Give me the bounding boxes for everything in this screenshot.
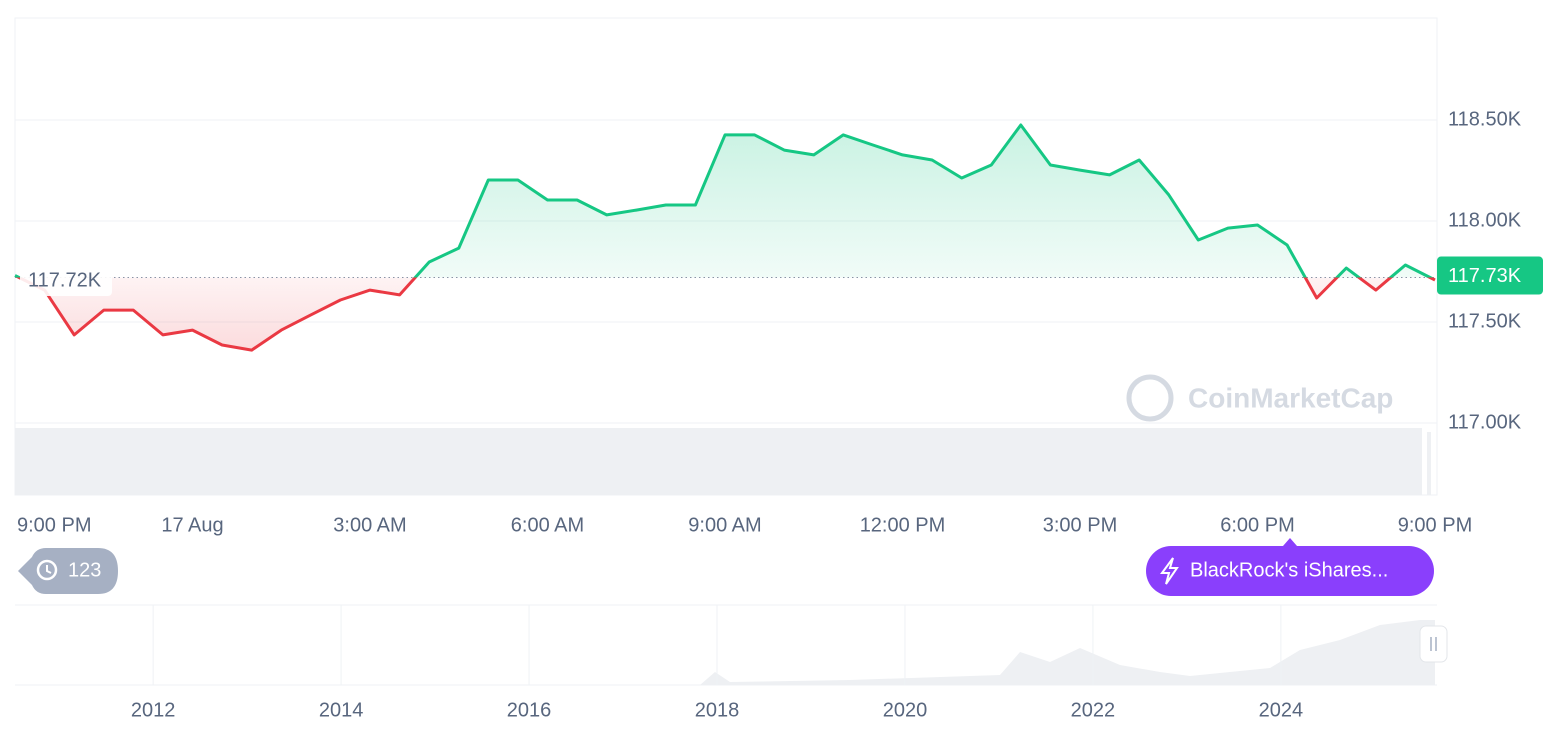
clock-icon <box>36 559 58 581</box>
y-tick-label: 117.50K <box>1448 310 1522 332</box>
x-tick-label: 12:00 PM <box>860 514 946 536</box>
nav-history <box>15 620 1435 685</box>
x-tick-label: 9:00 PM <box>17 514 91 536</box>
volume-strip <box>1427 432 1431 495</box>
y-tick-label: 118.00K <box>1448 209 1522 231</box>
x-tick-label: 17 Aug <box>161 514 223 536</box>
watermark-text: CoinMarketCap <box>1188 382 1393 413</box>
nav-tick-label: 2016 <box>507 699 552 721</box>
volume-strip <box>15 428 1422 495</box>
nav-tick-label: 2020 <box>883 699 928 721</box>
baseline-label: 117.72K <box>28 269 102 291</box>
watermark: CoinMarketCap <box>1126 374 1393 422</box>
baseline-tag <box>20 265 112 296</box>
nav-tick-label: 2012 <box>131 699 176 721</box>
x-tick-label: 3:00 AM <box>333 514 406 536</box>
comment-count[interactable]: 123 <box>68 559 101 581</box>
nav-handle[interactable] <box>1419 625 1448 663</box>
nav-tick-label: 2014 <box>319 699 364 721</box>
news-text[interactable]: BlackRock's iShares... <box>1190 559 1388 581</box>
handle-grip <box>1430 637 1437 651</box>
y-tick-label: 118.50K <box>1448 108 1522 130</box>
badge-bg[interactable] <box>18 548 118 594</box>
price-line <box>14 123 1436 352</box>
last-price-tag <box>1437 256 1543 295</box>
nav-tick-label: 2018 <box>695 699 740 721</box>
news-pill[interactable]: BlackRock's iShares... <box>1146 538 1434 596</box>
pill-bg[interactable] <box>1146 546 1434 596</box>
x-tick-label: 9:00 AM <box>688 514 761 536</box>
comment-badge[interactable]: 123 <box>18 548 118 594</box>
x-tick-label: 9:00 PM <box>1398 514 1472 536</box>
bolt-icon <box>1160 557 1179 585</box>
pill-pointer <box>1283 538 1297 546</box>
nav-tick-label: 2022 <box>1071 699 1116 721</box>
x-tick-label: 3:00 PM <box>1043 514 1117 536</box>
watermark-logo <box>1126 374 1174 422</box>
x-tick-label: 6:00 PM <box>1220 514 1294 536</box>
y-tick-label: 117.00K <box>1448 411 1522 433</box>
last-price-label: 117.73K <box>1448 265 1522 287</box>
clock-hand <box>46 565 52 574</box>
nav-tick-label: 2024 <box>1259 699 1304 721</box>
x-tick-label: 6:00 AM <box>511 514 584 536</box>
